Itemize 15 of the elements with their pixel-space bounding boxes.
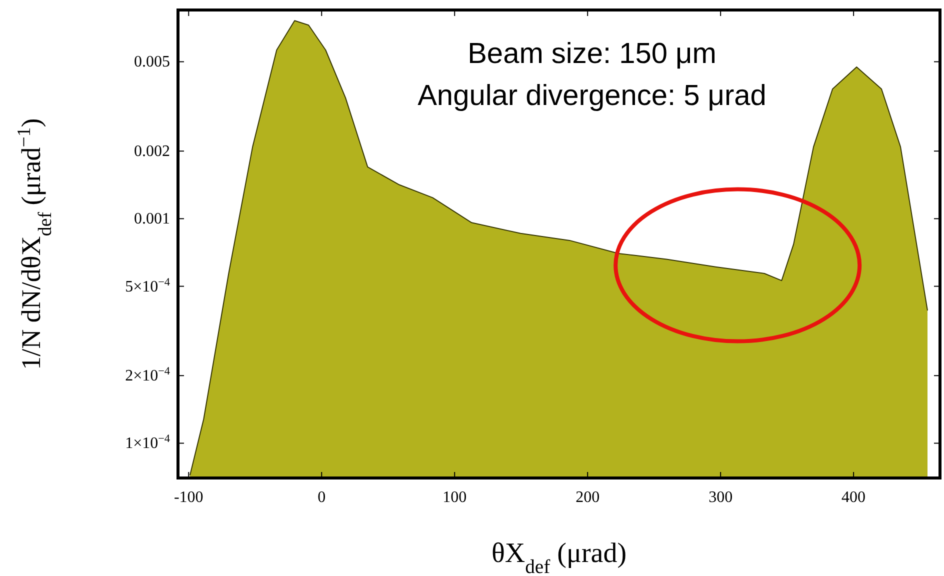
annotation: Angular divergence: 5 μrad <box>418 80 766 112</box>
x-tick-label: 300 <box>708 489 733 506</box>
x-tick-label: -100 <box>174 489 204 506</box>
y-tick-label: 2×10$^{−4}$ <box>125 366 170 385</box>
annotation: Beam size: 150 μm <box>468 38 716 70</box>
x-tick-label: 200 <box>576 489 600 506</box>
x-tick-label: 400 <box>842 489 866 506</box>
y-tick-label: 0.001 <box>134 210 170 228</box>
y-tick-label: 1×10$^{−4}$ <box>125 433 170 452</box>
x-axis-title: θX$_{def}$ (μrad) <box>491 538 627 576</box>
x-tick-label: 100 <box>442 489 467 506</box>
y-tick-label: 5×10$^{−4}$ <box>125 276 170 296</box>
x-tick-label: 0 <box>318 489 326 506</box>
y-tick-label: 0.005 <box>134 54 170 71</box>
y-tick-label: 0.002 <box>134 143 170 160</box>
